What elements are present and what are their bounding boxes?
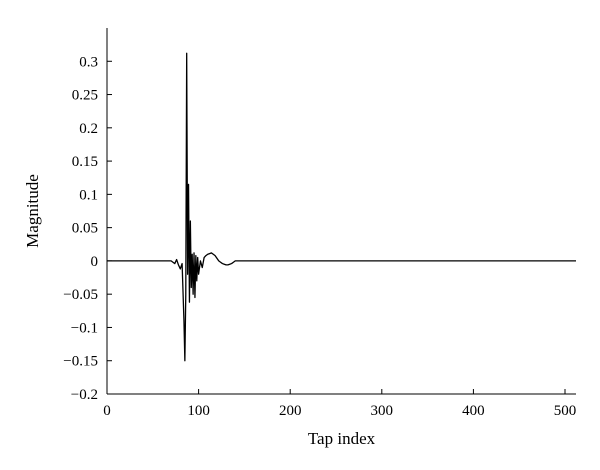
y-tick-label: −0.05 (63, 287, 98, 303)
x-tick-label: 200 (279, 403, 302, 419)
x-tick-label: 100 (187, 403, 210, 419)
x-tick-label: 500 (554, 403, 577, 419)
y-tick-label: 0.15 (72, 154, 98, 170)
axes (106, 28, 576, 395)
x-axis-label: Tap index (308, 429, 376, 448)
ticks: −0.2 −0.15 −0.1 −0.05 0 0.05 0.1 0.15 0.2 0.25 0.3… (63, 54, 576, 419)
x-tick-label: 300 (371, 403, 394, 419)
y-tick-label: 0.1 (79, 187, 98, 203)
y-tick-label: 0.2 (79, 121, 98, 137)
y-tick-label: 0.05 (72, 221, 98, 237)
x-tick-label: 400 (462, 403, 485, 419)
y-tick-label: 0 (91, 254, 99, 270)
y-tick-label: −0.15 (63, 354, 98, 370)
y-tick-label: 0.3 (79, 54, 98, 70)
y-tick-label: 0.25 (72, 88, 98, 104)
series-line (107, 52, 576, 362)
y-tick-label: −0.1 (71, 320, 98, 336)
y-tick-label: −0.2 (71, 387, 98, 403)
y-axis-label: Magnitude (23, 174, 42, 248)
x-tick-label: 0 (103, 403, 111, 419)
series-layer (107, 52, 576, 362)
